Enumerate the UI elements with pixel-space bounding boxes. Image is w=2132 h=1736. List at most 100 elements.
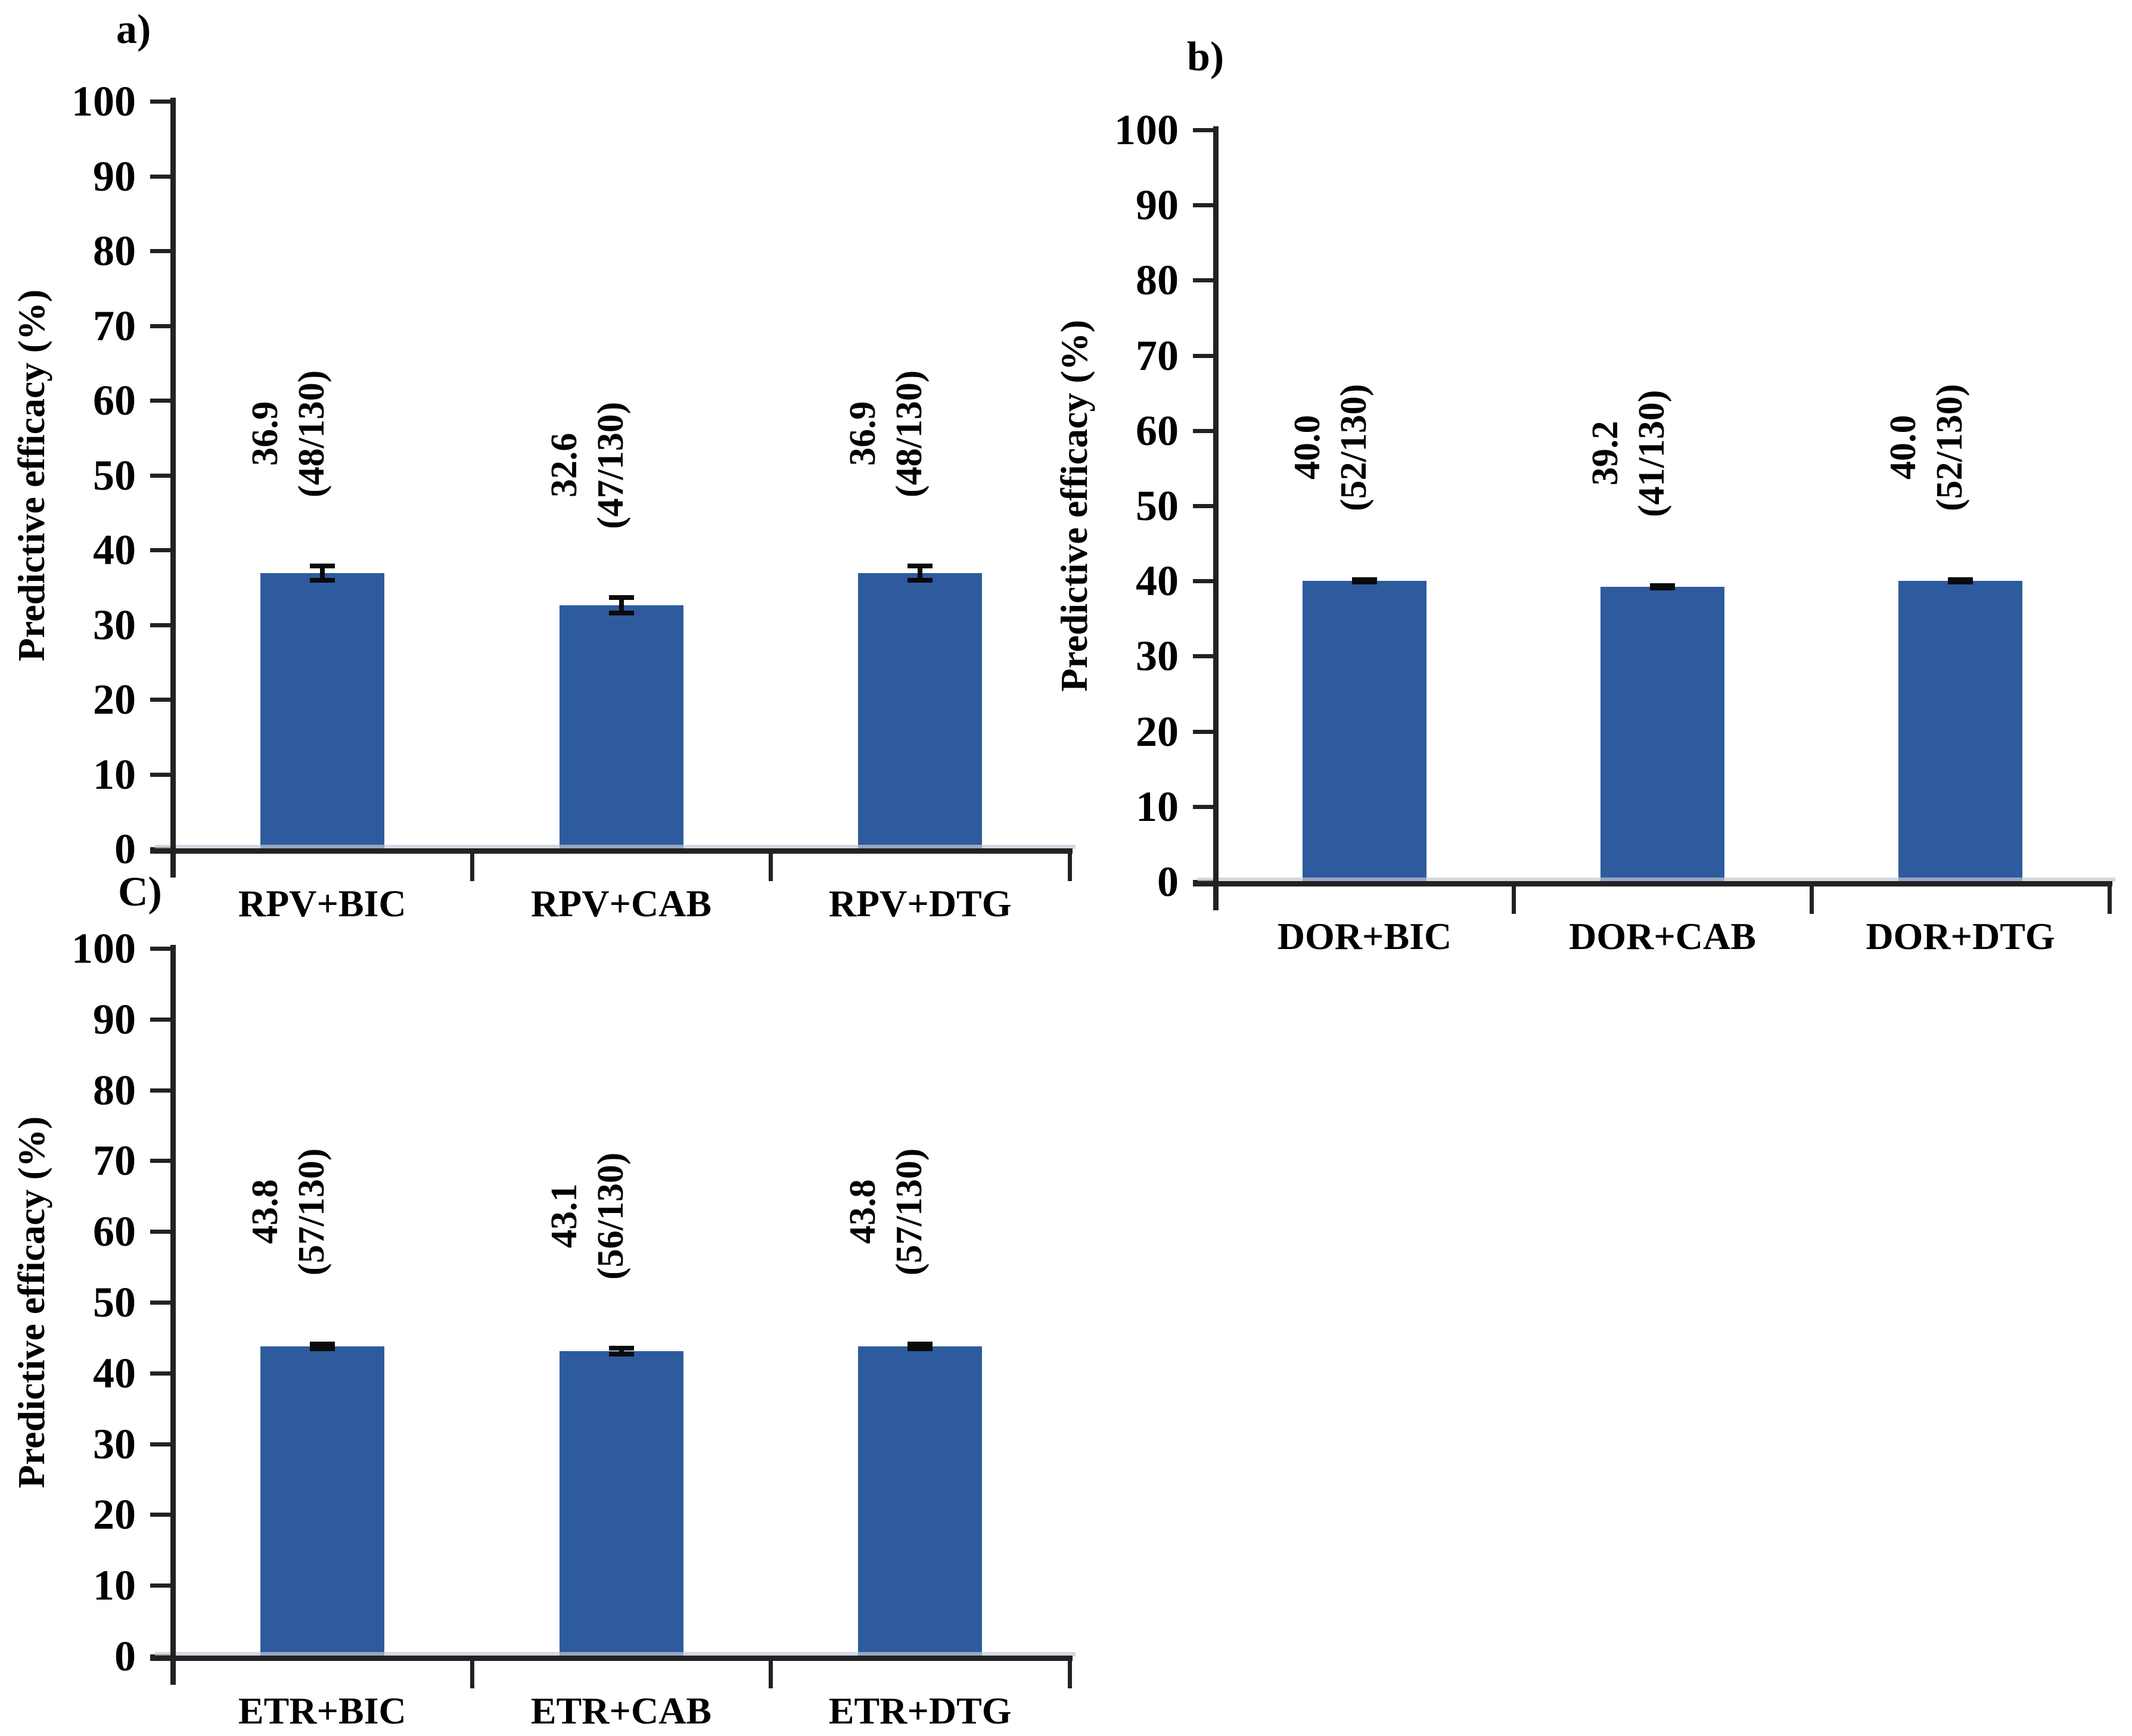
error-bar-cap-bottom xyxy=(309,1346,335,1351)
x-category-label: ETR+BIC xyxy=(238,1690,406,1732)
y-tick-label: 30 xyxy=(1136,632,1179,680)
y-tick-label: 100 xyxy=(72,77,136,125)
bar-value-label: 43.8 (57/130) xyxy=(242,1132,335,1292)
error-bar-cap-bottom xyxy=(608,611,634,616)
x-tick-mark xyxy=(1068,849,1072,881)
y-tick-mark xyxy=(150,947,173,951)
bar xyxy=(260,1346,384,1656)
error-bar-whisker xyxy=(619,595,624,615)
x-tick-mark xyxy=(2108,882,2112,914)
y-tick-label: 50 xyxy=(93,1278,136,1326)
bar-fraction-text: (52/130) xyxy=(1929,384,1970,511)
y-tick-label: 90 xyxy=(93,152,136,200)
y-tick-label: 50 xyxy=(1136,482,1179,530)
y-tick-mark xyxy=(150,399,173,403)
error-bar-cap-top xyxy=(608,595,634,600)
y-tick-label: 40 xyxy=(93,1349,136,1397)
error-bar-cap-top xyxy=(309,563,335,568)
y-tick-label: 80 xyxy=(93,1066,136,1114)
x-category-label: DOR+BIC xyxy=(1277,915,1452,957)
y-tick-label: 30 xyxy=(93,601,136,649)
y-tick-label: 20 xyxy=(93,1491,136,1539)
x-category-label: RPV+CAB xyxy=(530,882,712,925)
y-axis-line xyxy=(1213,126,1219,910)
y-tick-label: 70 xyxy=(93,301,136,350)
y-tick-mark xyxy=(150,473,173,478)
x-category-label: DOR+DTG xyxy=(1866,915,2055,957)
bar-value-label: 36.9 (48/130) xyxy=(840,354,933,514)
y-tick-label: 0 xyxy=(114,1632,136,1680)
error-bar-cap-bottom xyxy=(908,577,933,583)
y-tick-label: 60 xyxy=(93,377,136,424)
error-bar-cap-bottom xyxy=(908,1346,933,1351)
bar-value-text: 40.0 xyxy=(1287,415,1328,480)
bar-value-text: 39.2 xyxy=(1585,421,1626,486)
y-tick-label: 30 xyxy=(93,1420,136,1468)
error-bar-cap-top xyxy=(908,1341,933,1346)
y-tick-mark xyxy=(150,1371,173,1376)
bar-value-label: 39.2 (41/130) xyxy=(1582,374,1675,533)
y-tick-mark xyxy=(150,1159,173,1163)
x-category-label: ETR+DTG xyxy=(828,1690,1012,1732)
error-bar-cap-top xyxy=(1948,577,1973,583)
bar-value-text: 36.9 xyxy=(843,401,884,466)
x-axis-line xyxy=(150,848,1073,854)
bar-value-label: 43.1 (56/130) xyxy=(541,1136,634,1296)
bar-value-text: 43.1 xyxy=(543,1183,585,1248)
bar xyxy=(1600,587,1724,882)
y-tick-label: 10 xyxy=(93,750,136,798)
y-tick-label: 40 xyxy=(1136,557,1179,605)
y-tick-label: 10 xyxy=(1136,782,1179,830)
error-bar-whisker xyxy=(918,564,923,582)
y-tick-label: 70 xyxy=(93,1137,136,1185)
bar-fraction-text: (47/130) xyxy=(590,401,631,529)
error-bar-cap-bottom xyxy=(309,577,335,583)
x-axis-shadow xyxy=(155,1652,1076,1656)
bar-fraction-text: (48/130) xyxy=(291,370,332,497)
y-tick-label: 60 xyxy=(93,1208,136,1256)
x-axis-line xyxy=(1193,881,2112,886)
y-tick-mark xyxy=(150,1088,173,1093)
x-category-label: RPV+BIC xyxy=(238,882,406,925)
error-bar-cap-bottom xyxy=(1948,580,1973,585)
y-tick-label: 80 xyxy=(93,227,136,275)
y-axis-line xyxy=(170,945,176,1685)
y-tick-mark xyxy=(1193,428,1216,433)
bar-fraction-text: (52/130) xyxy=(1334,384,1374,511)
x-tick-mark xyxy=(1068,1656,1072,1688)
bar-value-text: 43.8 xyxy=(843,1179,884,1244)
panel-label-c: C) xyxy=(118,869,162,915)
y-axis-line xyxy=(170,98,176,878)
error-bar-cap-top xyxy=(1650,583,1675,589)
bar-value-label: 32.6 (47/130) xyxy=(541,385,634,545)
y-tick-label: 70 xyxy=(1136,331,1179,379)
x-axis-shadow xyxy=(155,845,1076,849)
y-tick-mark xyxy=(150,1583,173,1588)
error-bar-cap-bottom xyxy=(608,1352,634,1357)
bar-value-text: 32.6 xyxy=(543,433,585,497)
x-tick-mark xyxy=(470,1656,474,1688)
bar-fraction-text: (57/130) xyxy=(291,1147,332,1275)
error-bar-whisker xyxy=(918,1342,923,1351)
error-bar-cap-bottom xyxy=(1650,586,1675,591)
y-tick-mark xyxy=(1193,203,1216,208)
y-tick-mark xyxy=(150,772,173,777)
bar-value-text: 43.8 xyxy=(244,1179,285,1244)
bar xyxy=(858,573,983,849)
x-tick-mark xyxy=(1512,882,1516,914)
error-bar-cap-top xyxy=(608,1345,634,1351)
y-tick-mark xyxy=(150,623,173,627)
y-tick-mark xyxy=(150,548,173,552)
x-category-label: DOR+CAB xyxy=(1569,915,1756,957)
error-bar-cap-top xyxy=(309,1341,335,1346)
error-bar-whisker xyxy=(319,1342,325,1351)
y-tick-mark xyxy=(1193,353,1216,358)
x-tick-mark xyxy=(769,1656,773,1688)
error-bar-cap-top xyxy=(1352,577,1377,583)
y-tick-mark xyxy=(150,249,173,253)
y-tick-mark xyxy=(1193,504,1216,508)
y-tick-mark xyxy=(150,1442,173,1446)
y-tick-mark xyxy=(1193,804,1216,809)
x-category-label: ETR+CAB xyxy=(530,1690,712,1732)
